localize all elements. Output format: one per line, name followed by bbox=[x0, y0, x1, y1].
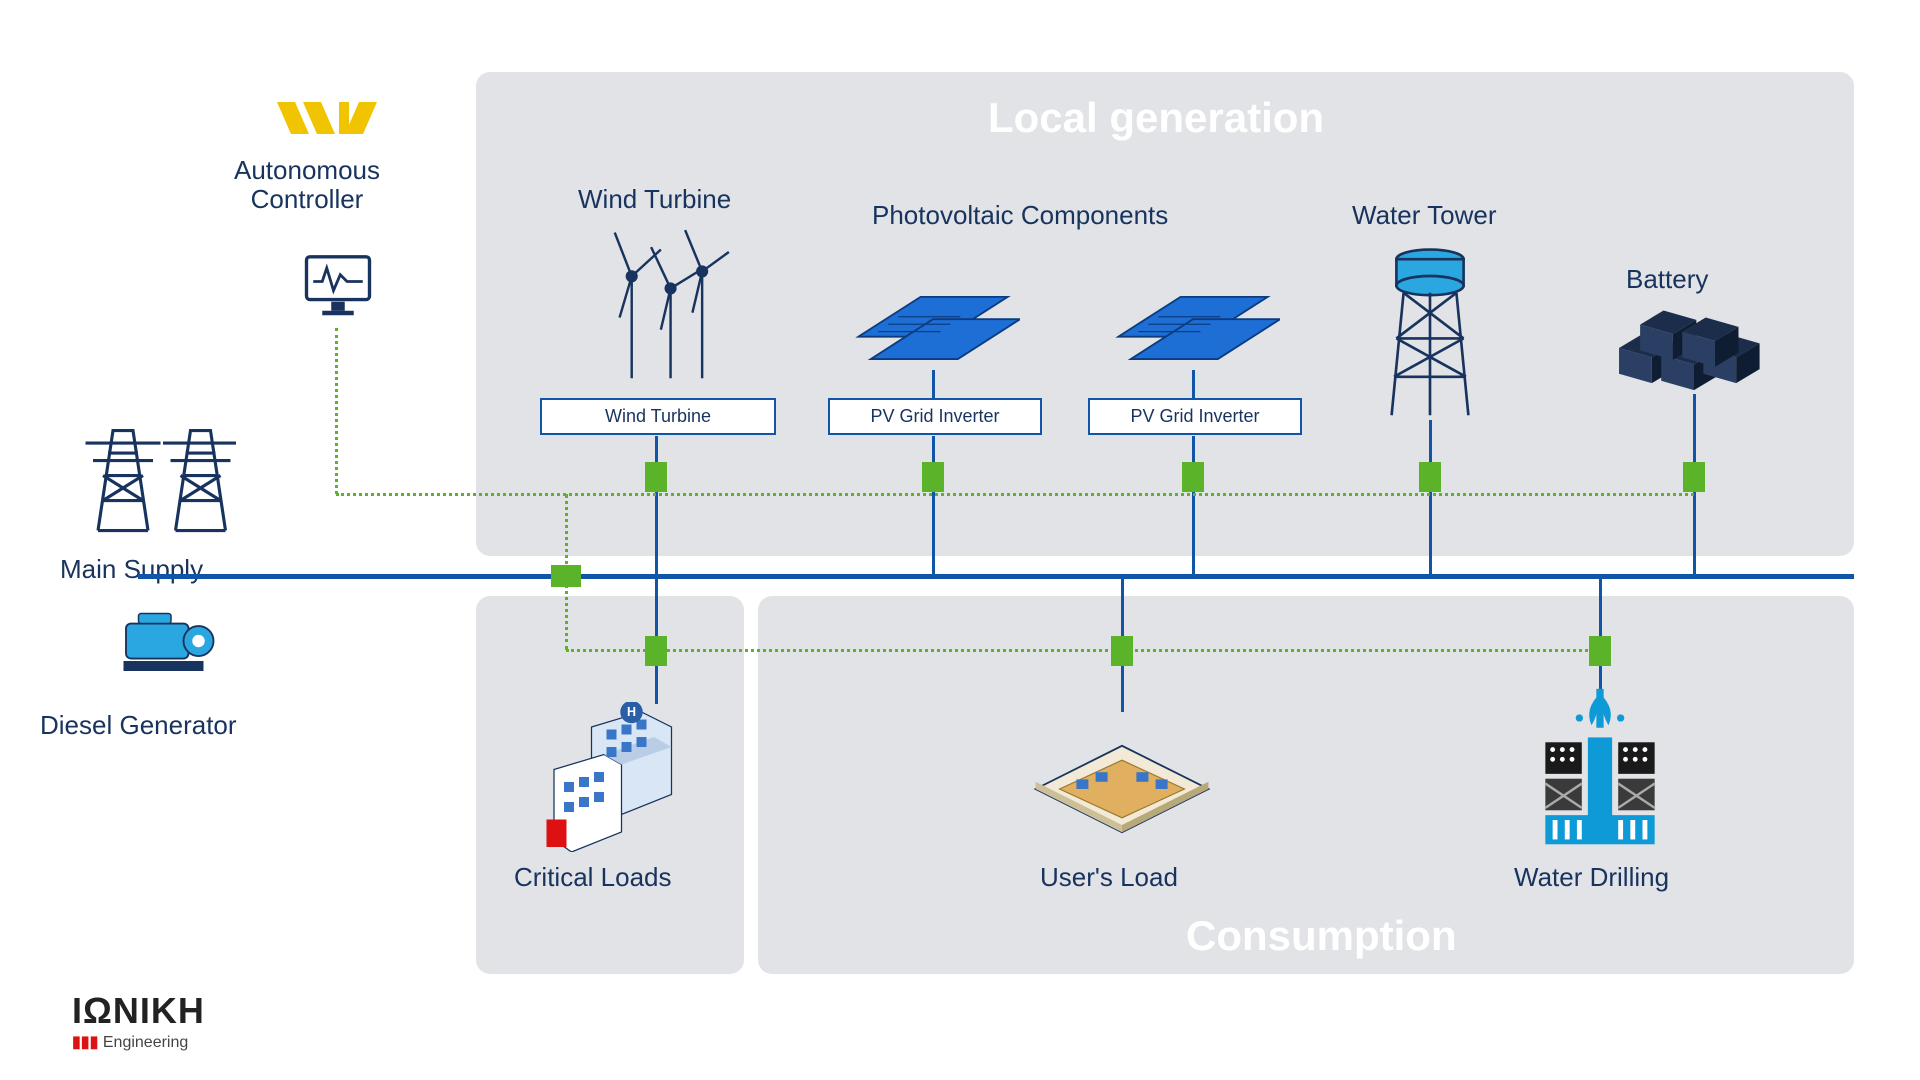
conn-drilling bbox=[1599, 576, 1602, 690]
conn-water bbox=[1429, 420, 1432, 576]
label-wind: Wind Turbine bbox=[578, 184, 731, 215]
brand-sub: ▮▮▮ Engineering bbox=[72, 1032, 205, 1052]
label-diesel: Diesel Generator bbox=[40, 710, 237, 741]
box-wind: Wind Turbine bbox=[540, 398, 776, 435]
title-generation: Local generation bbox=[988, 94, 1324, 142]
connector-water bbox=[1419, 462, 1441, 492]
connector-pv1 bbox=[922, 462, 944, 492]
main-bus bbox=[138, 574, 1854, 579]
label-user: User's Load bbox=[1040, 862, 1178, 893]
label-drilling: Water Drilling bbox=[1514, 862, 1669, 893]
ctrl-lower-bus bbox=[566, 649, 1600, 652]
water-tower-icon bbox=[1378, 240, 1482, 420]
box-pv2: PV Grid Inverter bbox=[1088, 398, 1302, 435]
box-pv1: PV Grid Inverter bbox=[828, 398, 1042, 435]
connector-battery bbox=[1683, 462, 1705, 492]
label-controller: Autonomous Controller bbox=[234, 156, 380, 213]
label-critical: Critical Loads bbox=[514, 862, 672, 893]
connector-critical bbox=[645, 636, 667, 666]
connector-user bbox=[1111, 636, 1133, 666]
svg-text:H: H bbox=[627, 705, 636, 719]
solar-panel-icon-2 bbox=[1106, 258, 1280, 378]
wind-turbine-icon bbox=[580, 218, 732, 388]
connector-branch bbox=[551, 565, 581, 587]
controller-logo-icon bbox=[240, 88, 430, 148]
label-pv: Photovoltaic Components bbox=[872, 200, 1168, 231]
conn-wind bbox=[655, 436, 658, 576]
label-main-supply: Main Supply bbox=[60, 554, 203, 585]
ctrl-from-controller bbox=[335, 328, 338, 494]
hospital-icon: H bbox=[534, 702, 684, 852]
solar-panel-icon-1 bbox=[846, 258, 1020, 378]
brand-name: IΩNIKH bbox=[72, 990, 205, 1032]
label-battery: Battery bbox=[1626, 264, 1708, 295]
title-consumption: Consumption bbox=[1186, 912, 1457, 960]
battery-icon bbox=[1612, 298, 1776, 398]
connector-pv2 bbox=[1182, 462, 1204, 492]
building-floor-icon bbox=[1026, 712, 1218, 842]
conn-pv2-top bbox=[1192, 370, 1195, 398]
connector-drilling bbox=[1589, 636, 1611, 666]
ctrl-upper-bus bbox=[336, 493, 1694, 496]
label-water-tower: Water Tower bbox=[1352, 200, 1497, 231]
conn-pv2 bbox=[1192, 436, 1195, 576]
conn-pv1-top bbox=[932, 370, 935, 398]
connector-wind bbox=[645, 462, 667, 492]
water-drilling-icon bbox=[1518, 684, 1682, 854]
pylon-icon bbox=[60, 388, 236, 548]
diesel-generator-icon bbox=[116, 606, 216, 686]
conn-pv1 bbox=[932, 436, 935, 576]
brand-logo: IΩNIKH ▮▮▮ Engineering bbox=[72, 990, 205, 1052]
monitor-icon bbox=[298, 246, 378, 326]
